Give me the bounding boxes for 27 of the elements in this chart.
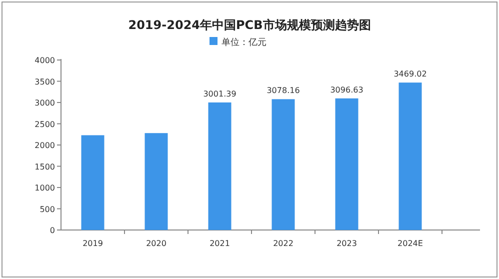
bar (208, 102, 232, 230)
bar (144, 133, 168, 230)
legend-label: 单位：亿元 (222, 37, 266, 48)
data-label: 3096.63 (330, 85, 364, 94)
x-tick-label: 2020 (146, 239, 166, 248)
y-tick-label: 2000 (34, 141, 55, 150)
x-tick-label: 2021 (210, 239, 230, 248)
data-label: 3078.16 (266, 86, 300, 96)
bar (272, 99, 295, 230)
x-tick-label: 2019 (82, 239, 103, 248)
bar (335, 98, 358, 230)
y-tick-label: 1500 (34, 162, 55, 172)
y-tick-label: 1000 (34, 184, 55, 192)
chart-title: 2019-2024年中国PCB市场规模预测趋势图 (128, 18, 371, 32)
y-tick-label: 2500 (34, 120, 55, 129)
data-label: 3469.02 (394, 70, 427, 79)
data-label: 3001.39 (203, 89, 236, 98)
y-tick-label: 0 (50, 226, 55, 235)
y-tick-label: 4000 (34, 56, 55, 65)
x-tick-label: 2023 (336, 239, 357, 248)
x-tick-label: 2024E (398, 239, 423, 248)
y-tick-label: 500 (40, 204, 55, 214)
x-tick-label: 2022 (273, 239, 294, 248)
y-tick-label: 3000 (34, 98, 55, 108)
bar (398, 82, 422, 230)
bar (81, 135, 104, 230)
y-tick-label: 3500 (34, 77, 55, 86)
